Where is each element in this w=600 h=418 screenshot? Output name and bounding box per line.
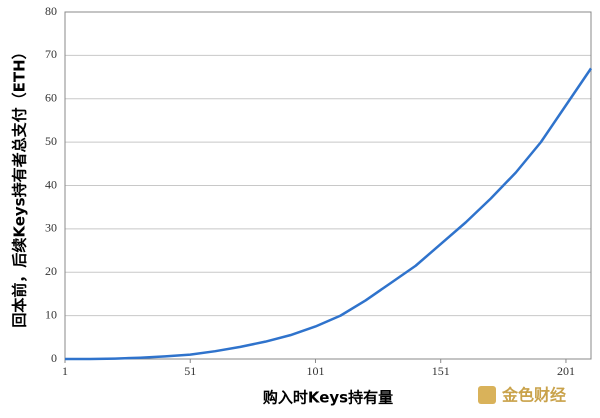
y-tick-label: 0 (51, 351, 57, 365)
y-tick-label: 20 (45, 264, 57, 278)
x-tick-label: 151 (432, 364, 450, 378)
x-axis-title: 购入时Keys持有量 (263, 389, 393, 407)
y-tick-label: 40 (45, 177, 57, 191)
y-tick-label: 70 (45, 47, 57, 61)
y-tick-label: 10 (45, 307, 57, 321)
line-series (65, 67, 593, 361)
y-tick-label: 50 (45, 134, 57, 148)
y-axis-title: 回本前，后续Keys持有者总支付（ETH） (11, 44, 29, 327)
watermark-logo (478, 386, 496, 404)
watermark: 金色财经 (501, 386, 566, 405)
x-tick-label: 201 (557, 364, 575, 378)
x-tick-label: 1 (62, 364, 68, 378)
y-tick-label: 80 (45, 4, 57, 18)
y-tick-label: 30 (45, 221, 57, 235)
y-tick-label: 60 (45, 91, 57, 105)
plot-frame (64, 11, 592, 360)
x-tick-label: 51 (184, 364, 196, 378)
x-tick-label: 101 (306, 364, 324, 378)
